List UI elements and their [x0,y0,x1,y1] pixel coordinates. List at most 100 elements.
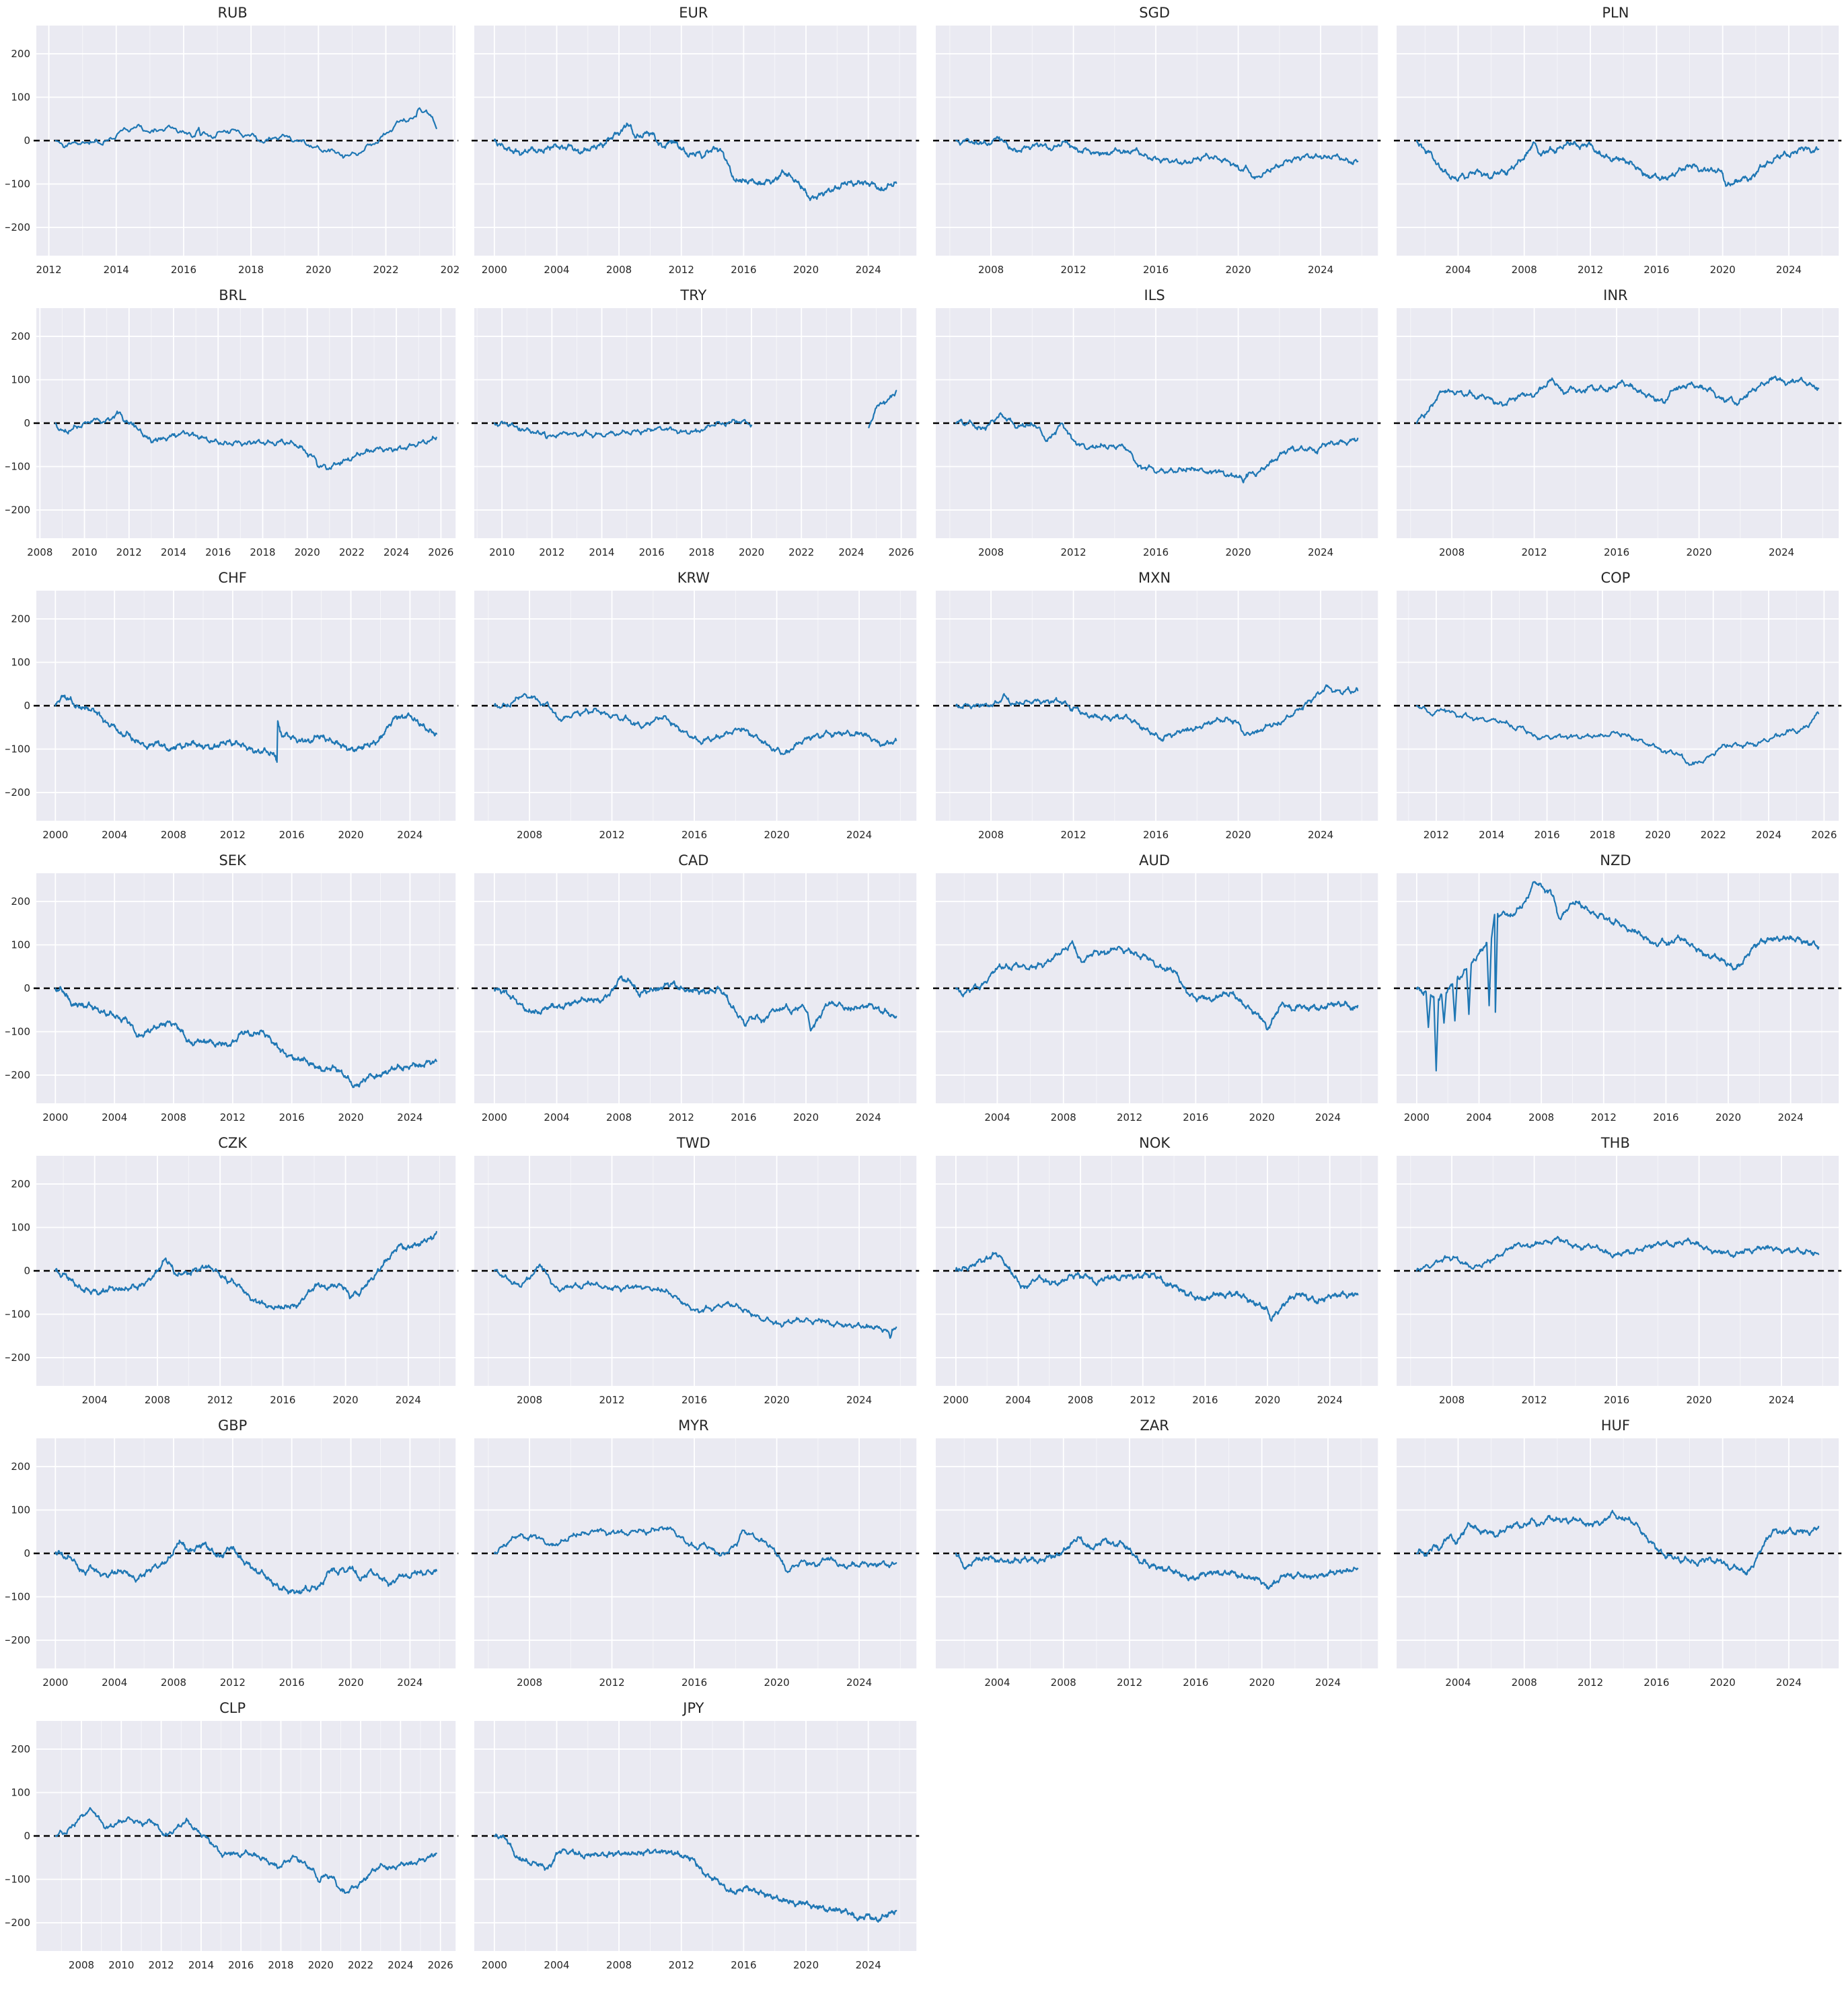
x-tick-label: 2004 [544,264,570,276]
x-tick-label: 2012 [1060,829,1086,841]
x-tick-label: 2008 [1439,546,1465,558]
chart-panel-clp: CLP 2008 2010 2012 2014 2016 2018 2020 2022 2024 2… [5,1701,459,1979]
x-tick-label: 2012 [1521,1394,1547,1406]
series-line [1415,1510,1820,1576]
x-tick-label: 2008 [517,1394,542,1406]
series-line [54,410,437,470]
y-tick-label: 100 [11,938,30,951]
chart-panel-twd: TWD 2008 2012 2016 2020 2024 [466,1136,920,1414]
x-tick-label: 2004 [102,829,127,841]
x-tick-label: 2020 [1249,1111,1274,1123]
x-tick-label: 2004 [102,1676,127,1689]
x-tick-label: 2008 [1439,1394,1465,1406]
chart-title: RUB [217,5,248,21]
x-tick-label: 2024 [1756,829,1781,841]
x-tick-label: 2020 [308,1959,334,1971]
x-tick-label: 2020 [1709,1676,1735,1689]
chart-panel-krw: KRW 2008 2012 2016 2020 2024 [466,570,920,849]
x-tick-label: 2012 [220,1111,246,1123]
x-tick-label: 2016 [205,546,231,558]
chart-title: MYR [678,1417,709,1434]
x-tick-label: 2012 [669,1959,694,1971]
chart-plot-chf: 2000 2004 2008 2012 2016 2020 2024 −200 −100 0 100… [5,591,459,841]
x-tick-label: 2008 [606,1111,632,1123]
x-tick-label: 2000 [1404,1111,1430,1123]
x-tick-label: 2008 [27,546,52,558]
x-tick-label: 2024 [856,264,881,276]
chart-title: SGD [1139,5,1171,21]
chart-plot-inr: 2008 2012 2016 2020 2024 [1393,308,1841,558]
series-line [494,122,897,201]
chart-title: JPY [683,1700,704,1716]
series-line [54,986,438,1089]
x-tick-label: 2012 [207,1394,233,1406]
chart-panel-cad: CAD 2000 2004 2008 2012 2016 2020 2024 [466,853,920,1132]
x-tick-label: 2020 [1709,264,1735,276]
x-tick-label: 2026 [428,1959,453,1971]
chart-plot-krw: 2008 2012 2016 2020 2024 [472,591,920,841]
x-tick-label: 2016 [1643,264,1669,276]
chart-plot-brl: 2008 2010 2012 2014 2016 2018 2020 2022 2024 2026… [5,308,459,558]
chart-panel-eur: EUR 2000 2004 2008 2012 2016 2020 2024 [466,5,920,284]
chart-plot-zar: 2004 2008 2012 2016 2020 2024 [932,1438,1380,1689]
chart-panel-myr: MYR 2008 2012 2016 2020 2024 [466,1418,920,1697]
series-line [955,940,1358,1031]
series-line [494,693,897,756]
series-line [54,1230,437,1311]
x-tick-label: 2024 [397,1676,422,1689]
x-tick-label: 2022 [788,546,814,558]
chart-plot-huf: 2004 2008 2012 2016 2020 2024 [1393,1438,1841,1689]
chart-title: SEK [219,852,246,869]
chart-panel-pln: PLN 2004 2008 2012 2016 2020 2024 [1389,5,1843,284]
x-tick-label: 2012 [1578,264,1603,276]
x-tick-label: 2026 [889,546,914,558]
chart-title: CZK [218,1135,248,1151]
series-line [955,1536,1358,1590]
x-tick-label: 2012 [1578,1676,1603,1689]
chart-plot-myr: 2008 2012 2016 2020 2024 [472,1438,920,1689]
x-tick-label: 2012 [220,829,246,841]
x-tick-label: 2008 [977,829,1003,841]
y-tick-label: 0 [24,700,30,712]
y-tick-label: 200 [11,1461,30,1473]
x-tick-label: 2012 [1130,1394,1155,1406]
x-tick-label: 2026 [428,546,453,558]
chart-panel-ils: ILS 2008 2012 2016 2020 2024 [928,288,1382,566]
x-tick-label: 2016 [681,1676,707,1689]
chart-panel-brl: BRL 2008 2010 2012 2014 2016 2018 2020 2022 2024 2… [5,288,459,566]
x-tick-label: 2008 [977,264,1003,276]
x-tick-label: 2024 [1315,1111,1340,1123]
chart-title: CLP [219,1700,246,1716]
y-tick-label: 0 [24,417,30,429]
x-tick-label: 2018 [689,546,714,558]
y-tick-label: −100 [5,1874,30,1886]
x-tick-label: 2014 [188,1959,214,1971]
x-tick-label: 2020 [333,1394,359,1406]
series-line [494,1833,897,1923]
x-tick-label: 2016 [228,1959,254,1971]
x-tick-label: 2016 [171,264,196,276]
chart-plot-pln: 2004 2008 2012 2016 2020 2024 [1393,26,1841,276]
x-tick-label: 2016 [681,1394,707,1406]
chart-plot-twd: 2008 2012 2016 2020 2024 [472,1156,920,1406]
chart-title: NZD [1600,852,1631,869]
y-tick-label: 200 [11,613,30,625]
y-tick-label: 0 [24,1265,30,1277]
x-tick-label: 2020 [1249,1676,1274,1689]
x-tick-label: 2008 [517,1676,542,1689]
x-tick-label: 2018 [250,546,275,558]
x-tick-label: 2008 [606,264,632,276]
y-tick-label: 200 [11,330,30,342]
x-tick-label: 2024 [1315,1676,1340,1689]
x-tick-label: 2020 [1645,829,1670,841]
chart-panel-jpy: JPY 2000 2004 2008 2012 2016 2020 2024 [466,1701,920,1979]
y-tick-label: −200 [5,504,30,516]
y-tick-label: 200 [11,48,30,60]
series-line [494,1263,897,1339]
chart-panel-mxn: MXN 2008 2012 2016 2020 2024 [928,570,1382,849]
x-tick-label: 2008 [517,829,542,841]
x-tick-label: 2024 [1777,1111,1803,1123]
x-tick-label: 2024 [1308,546,1333,558]
series-line [1415,1236,1820,1272]
